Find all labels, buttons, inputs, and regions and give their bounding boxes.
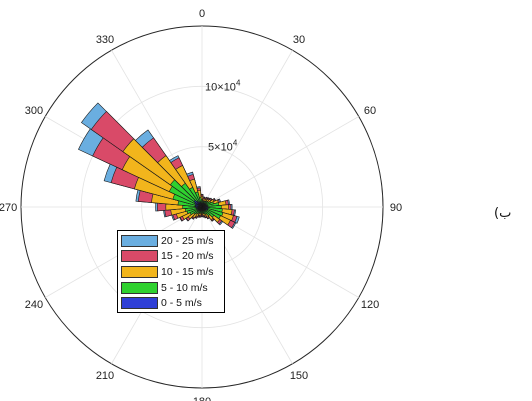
angle-tick-label: 0 bbox=[199, 8, 205, 20]
angle-tick-label: 270 bbox=[0, 202, 17, 214]
legend-label: 10 - 15 m/s bbox=[161, 266, 214, 278]
legend-label: 15 - 20 m/s bbox=[161, 250, 214, 262]
angle-tick-label: 210 bbox=[96, 370, 114, 382]
legend-swatch bbox=[121, 235, 158, 247]
angle-tick-label: 300 bbox=[25, 105, 43, 117]
legend-swatch bbox=[121, 282, 158, 294]
angle-tick-label: 120 bbox=[361, 299, 379, 311]
legend-label: 5 - 10 m/s bbox=[161, 282, 208, 294]
grid-spoke bbox=[202, 117, 359, 208]
legend-swatch bbox=[121, 250, 158, 262]
angle-tick-label: 90 bbox=[390, 202, 402, 214]
wind-rose-bars bbox=[78, 103, 239, 229]
legend-item: 0 - 5 m/s bbox=[121, 295, 222, 311]
angle-tick-label: 330 bbox=[96, 34, 114, 46]
angle-tick-label: 60 bbox=[364, 105, 376, 117]
angle-tick-label: 240 bbox=[25, 299, 43, 311]
legend-label: 0 - 5 m/s bbox=[161, 297, 202, 309]
grid-spoke bbox=[202, 50, 293, 207]
legend: 20 - 25 m/s 15 - 20 m/s 10 - 15 m/s 5 - 10 … bbox=[117, 230, 225, 313]
radial-tick-label: 5×104 bbox=[208, 139, 238, 154]
legend-item: 15 - 20 m/s bbox=[121, 249, 222, 265]
legend-item: 10 - 15 m/s bbox=[121, 264, 222, 280]
angle-tick-label: 30 bbox=[293, 34, 305, 46]
figure-panel-label: (ب bbox=[494, 206, 511, 221]
legend-item: 5 - 10 m/s bbox=[121, 280, 222, 296]
radial-tick-label: 10×104 bbox=[205, 78, 241, 93]
legend-swatch bbox=[121, 266, 158, 278]
angle-tick-label: 180 bbox=[193, 396, 211, 401]
legend-label: 20 - 25 m/s bbox=[161, 235, 214, 247]
angle-tick-label: 150 bbox=[290, 370, 308, 382]
legend-item: 20 - 25 m/s bbox=[121, 233, 222, 249]
legend-swatch bbox=[121, 297, 158, 309]
